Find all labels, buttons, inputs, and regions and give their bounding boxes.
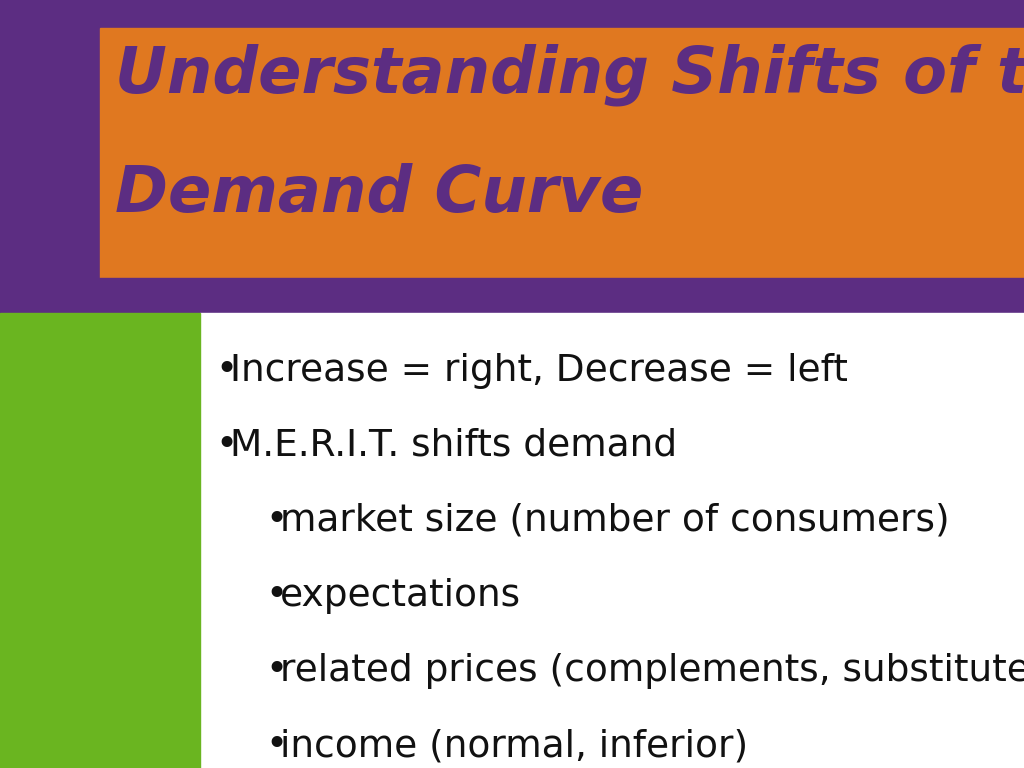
Text: Understanding Shifts of the: Understanding Shifts of the [115,43,1024,105]
Text: •: • [265,653,287,689]
Text: M.E.R.I.T. shifts demand: M.E.R.I.T. shifts demand [230,428,677,464]
Text: expectations: expectations [280,578,521,614]
Text: •: • [215,353,238,389]
Text: •: • [265,728,287,764]
Text: related prices (complements, substitutes): related prices (complements, substitutes… [280,653,1024,689]
Text: •: • [265,578,287,614]
Bar [0,278,1024,313]
Text: •: • [215,428,238,464]
Text: •: • [265,503,287,539]
Text: market size (number of consumers): market size (number of consumers) [280,503,949,539]
Text: income (normal, inferior): income (normal, inferior) [280,728,749,764]
Text: Demand Curve: Demand Curve [115,163,643,225]
Text: Increase = right, Decrease = left: Increase = right, Decrease = left [230,353,848,389]
Bar [0,313,200,768]
Bar [100,28,1024,278]
Bar [200,313,1024,768]
